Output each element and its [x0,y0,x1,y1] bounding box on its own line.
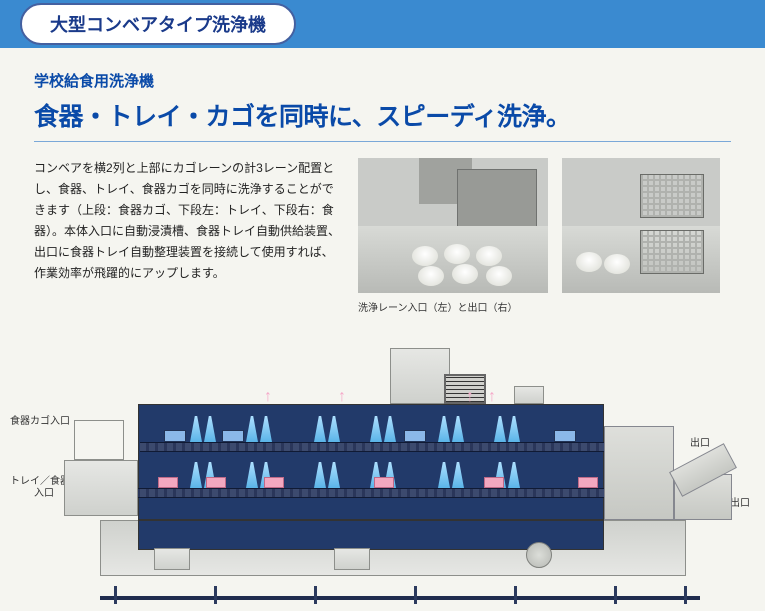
steam-icon: ↑ [264,390,278,408]
label-out-lower: 出口 [730,494,750,509]
steam-icon: ↑ [338,390,352,408]
pump-icon [526,542,552,568]
body-row: コンベアを横2列と上部にカゴレーンの計3レーン配置とし、食器、トレイ、食器カゴを… [34,158,731,293]
aux-box [514,386,544,404]
intake-frame [74,420,124,460]
conveyor-upper [140,442,614,452]
label-basket-in: 食器カゴ入口 [10,412,70,427]
body-text: コンベアを横2列と上部にカゴレーンの計3レーン配置とし、食器、トレイ、食器カゴを… [34,158,344,293]
exhaust-stack [390,348,450,404]
subtitle: 学校給食用洗浄機 [34,70,731,91]
label-out-upper: 出口 [690,434,710,449]
content-area: 学校給食用洗浄機 食器・トレイ・カゴを同時に、スピーディ洗浄。 コンベアを横2列… [0,48,765,314]
label-tray-in-2: 入口 [34,484,54,499]
photo-inlet [358,158,548,293]
photo-outlet [562,158,720,293]
outlet-unit [604,426,674,520]
intake-table [64,460,138,516]
photo-caption: 洗浄レーン入口（左）と出口（右） [358,299,731,314]
conveyor-lower [104,488,644,498]
machine-diagram: 食器カゴ入口 トレイ／食器 入口 出口 出口 ↑ ↑ ↑ ↑ [14,346,751,604]
headline: 食器・トレイ・カゴを同時に、スピーディ洗浄。 [34,97,731,142]
header-pill: 大型コンベアタイプ洗浄機 [20,3,296,45]
steam-icon: ↑ [466,390,480,408]
header-bar: 大型コンベアタイプ洗浄機 [0,0,765,48]
steam-icon: ↑ [488,390,502,408]
